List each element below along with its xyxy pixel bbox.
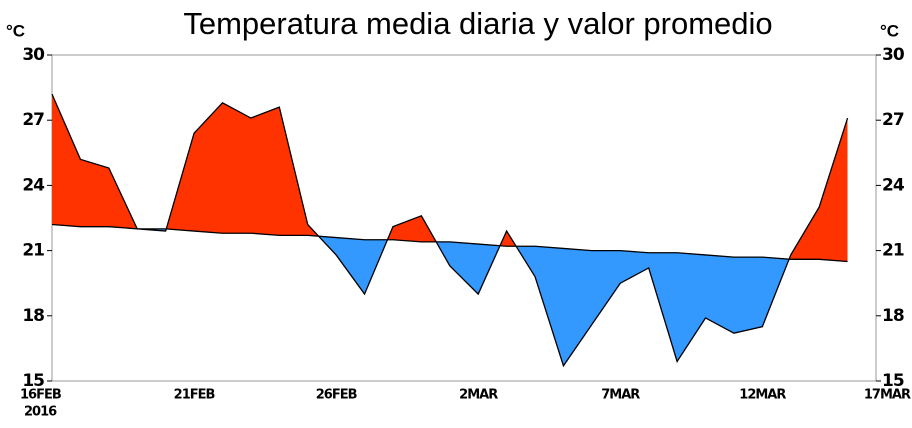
- y2-tick-label: 15: [882, 371, 904, 391]
- x-tick-label: 12MAR: [739, 388, 786, 403]
- y-tick-label: 30: [22, 45, 45, 65]
- y-tick-label: 21: [22, 241, 44, 261]
- area-below: [52, 224, 848, 366]
- area-above: [52, 94, 848, 262]
- y2-tick-label: 18: [882, 306, 904, 326]
- y-unit: °C: [6, 21, 25, 40]
- chart-title: Temperatura media diaria y valor promedi…: [183, 6, 772, 41]
- x-tick-label: 7MAR: [601, 388, 640, 403]
- y-tick-label: 15: [22, 371, 44, 391]
- series-line: [51, 223, 848, 263]
- title-bg: [120, 0, 832, 50]
- y2-tick-label: 24: [882, 175, 905, 195]
- y2-tick-label: 21: [882, 241, 904, 261]
- x-tick-label: 16FEB: [20, 388, 61, 403]
- y2-unit: °C: [880, 21, 899, 40]
- y2-tick-label: 27: [882, 110, 904, 130]
- x-tick-label: 21FEB: [174, 388, 215, 403]
- x-year-label: 2016: [24, 405, 57, 420]
- y-tick-label: 24: [22, 175, 45, 195]
- x-tick-label: 2MAR: [459, 388, 498, 403]
- x-tick-label: 26FEB: [316, 388, 357, 403]
- y-tick-label: 18: [22, 306, 44, 326]
- x-tick-label: 17MAR: [864, 388, 911, 403]
- series-line: [51, 93, 849, 368]
- y2-tick-label: 30: [882, 45, 905, 65]
- y-tick-label: 27: [22, 110, 44, 130]
